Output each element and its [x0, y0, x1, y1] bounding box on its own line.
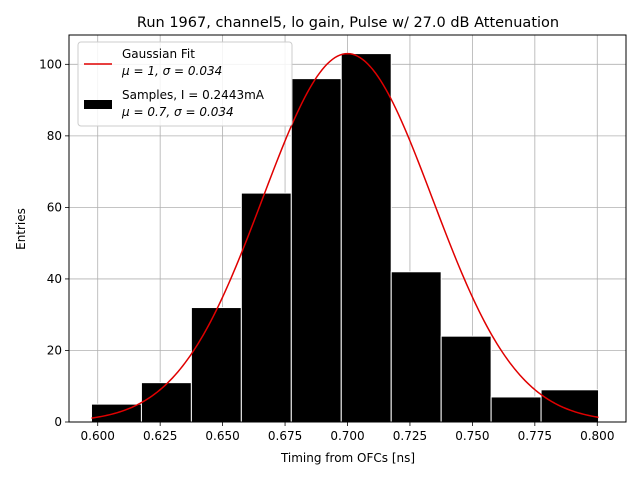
x-axis-ticks: 0.600 0.625 0.650 0.675 0.700 0.725 0.750 0.775…	[81, 422, 614, 443]
y-axis-ticks: 0 20 40 60 80 100	[39, 57, 69, 429]
legend-fit-params: μ = 1, σ = 0.034	[121, 64, 222, 78]
x-tick-label: 0.725	[393, 429, 427, 443]
y-tick-label: 60	[47, 200, 62, 214]
x-tick-label: 0.700	[330, 429, 364, 443]
legend: Gaussian Fit μ = 1, σ = 0.034 Samples, I…	[77, 41, 293, 127]
legend-samples-params: μ = 0.7, σ = 0.034	[121, 105, 234, 119]
histogram-bars	[90, 53, 600, 423]
x-tick-label: 0.625	[143, 429, 177, 443]
x-tick-label: 0.600	[81, 429, 115, 443]
gaussian-fit-line	[91, 52, 599, 419]
histogram-bar	[140, 382, 192, 423]
x-tick-label: 0.675	[268, 429, 302, 443]
x-tick-label: 0.800	[580, 429, 614, 443]
y-tick-label: 20	[47, 343, 62, 357]
y-axis-label: Entries	[14, 208, 28, 250]
legend-box	[77, 41, 293, 127]
x-tick-label: 0.750	[455, 429, 489, 443]
histogram-bar	[440, 335, 492, 423]
histogram-bar	[490, 396, 542, 423]
x-tick-label: 0.650	[205, 429, 239, 443]
y-tick-label: 0	[54, 415, 62, 429]
histogram-bar	[290, 78, 342, 423]
histogram-bar	[390, 271, 442, 423]
y-tick-label: 40	[47, 272, 62, 286]
legend-samples-label: Samples, I = 0.2443mA	[122, 88, 265, 102]
histogram-bar	[340, 53, 392, 423]
legend-samples-swatch	[84, 100, 112, 109]
histogram-bar	[190, 307, 242, 423]
histogram-bar	[540, 389, 600, 423]
histogram-bar	[240, 192, 292, 423]
chart-title: Run 1967, channel5, lo gain, Pulse w/ 27…	[137, 15, 559, 31]
x-axis-label: Timing from OFCs [ns]	[280, 451, 415, 465]
legend-fit-label: Gaussian Fit	[122, 47, 195, 61]
y-tick-label: 80	[47, 129, 62, 143]
x-tick-label: 0.775	[518, 429, 552, 443]
y-tick-label: 100	[39, 57, 62, 71]
